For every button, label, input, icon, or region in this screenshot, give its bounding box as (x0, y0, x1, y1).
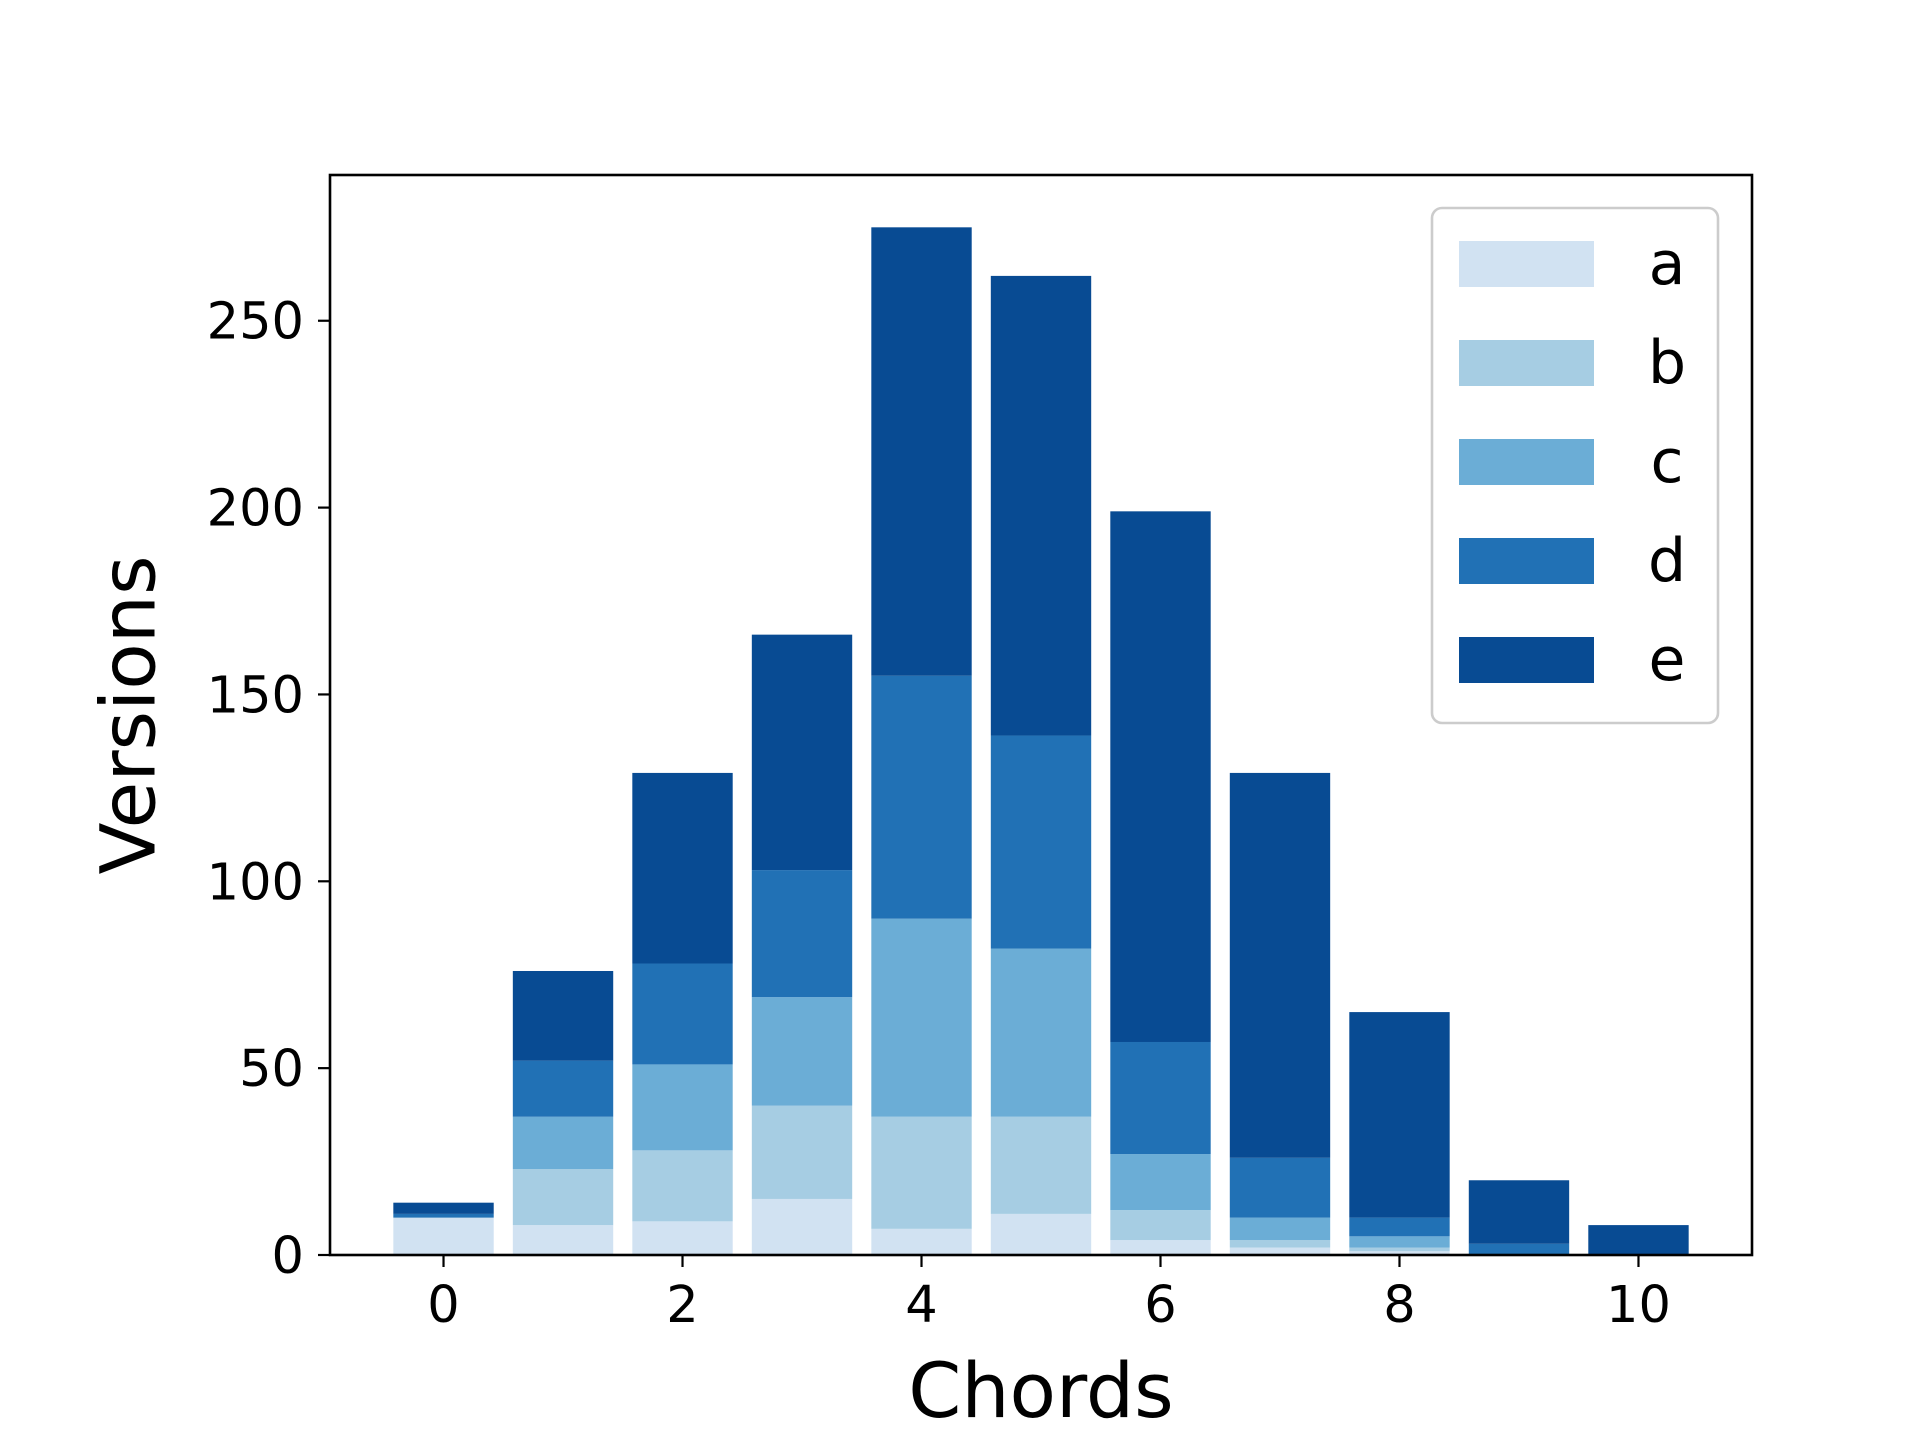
bar-segment-b-x6 (1110, 1210, 1211, 1241)
x-tick-label: 2 (666, 1276, 698, 1335)
bar-segment-b-x5 (990, 1116, 1092, 1214)
legend-label-d: d (1648, 526, 1686, 596)
bar-segment-b-x2 (632, 1150, 733, 1222)
bar-segment-c-x6 (1110, 1154, 1211, 1211)
bar-segment-e-x10 (1588, 1225, 1689, 1255)
legend-swatch-c (1459, 439, 1594, 485)
bar-segment-c-x2 (632, 1064, 733, 1151)
y-axis-title: Versions (84, 555, 173, 874)
legend-swatch-d (1459, 538, 1594, 584)
bar-segment-e-x8 (1349, 1012, 1450, 1218)
bar-segment-e-x6 (1110, 511, 1211, 1042)
bar-segment-b-x1 (512, 1169, 614, 1226)
x-tick-label: 4 (905, 1276, 937, 1335)
legend-label-a: a (1649, 229, 1686, 299)
bar-segment-e-x7 (1229, 772, 1331, 1158)
x-tick-label: 0 (427, 1276, 459, 1335)
bar-segment-a-x5 (990, 1213, 1092, 1255)
x-tick-label: 8 (1383, 1276, 1415, 1335)
bar-segment-c-x8 (1349, 1236, 1450, 1248)
legend-label-b: b (1648, 328, 1686, 398)
bar-segment-d-x2 (632, 963, 733, 1065)
bar-segment-e-x5 (990, 275, 1092, 736)
legend-label-e: e (1649, 625, 1686, 695)
bar-segment-b-x7 (1229, 1240, 1331, 1248)
y-tick-label: 150 (207, 666, 304, 725)
bar-segment-e-x3 (751, 634, 853, 871)
bar-segment-c-x3 (751, 997, 853, 1106)
bar-segment-d-x9 (1468, 1243, 1570, 1255)
bar-segment-e-x2 (632, 772, 733, 964)
axes-layer (328, 173, 1754, 1257)
bar-segment-e-x1 (512, 970, 614, 1061)
bars-layer (393, 227, 1689, 1255)
legend-label-c: c (1651, 427, 1684, 497)
bar-segment-c-x5 (990, 948, 1092, 1117)
bar-segment-a-x0 (393, 1217, 494, 1255)
bar-segment-b-x8 (1349, 1247, 1450, 1252)
bar-segment-e-x0 (393, 1202, 494, 1214)
bar-segment-a-x8 (1349, 1251, 1450, 1255)
bar-segment-d-x8 (1349, 1217, 1450, 1237)
y-tick-label: 250 (207, 293, 304, 352)
bar-segment-b-x3 (751, 1105, 853, 1199)
bar-segment-d-x6 (1110, 1041, 1211, 1155)
legend-swatch-a (1459, 241, 1594, 287)
bar-segment-c-x4 (871, 918, 972, 1117)
bar-segment-d-x0 (393, 1213, 494, 1218)
x-tick-label: 6 (1144, 1276, 1176, 1335)
bar-segment-a-x2 (632, 1221, 733, 1255)
y-tick-label: 200 (207, 480, 304, 539)
bar-segment-b-x4 (871, 1116, 972, 1229)
x-tick-label: 10 (1606, 1276, 1671, 1335)
bar-segment-d-x3 (751, 870, 853, 998)
bar-segment-d-x1 (512, 1060, 614, 1117)
plot-frame (328, 173, 1754, 1257)
bar-segment-d-x4 (871, 675, 972, 919)
bar-segment-c-x7 (1229, 1217, 1331, 1241)
bar-segment-a-x1 (512, 1225, 614, 1255)
bar-segment-e-x4 (871, 227, 972, 676)
y-tick-label: 0 (272, 1227, 304, 1286)
y-tick-label: 50 (239, 1040, 304, 1099)
bar-segment-c-x1 (512, 1116, 614, 1170)
y-tick-label: 100 (207, 853, 304, 912)
legend-swatch-e (1459, 637, 1594, 683)
bar-segment-a-x6 (1110, 1240, 1211, 1255)
x-axis-title: Chords (908, 1346, 1173, 1435)
bar-segment-a-x7 (1229, 1247, 1331, 1255)
bar-segment-e-x9 (1468, 1180, 1570, 1244)
bar-segment-d-x7 (1229, 1157, 1331, 1218)
bar-segment-a-x3 (751, 1198, 853, 1255)
bar-segment-a-x4 (871, 1228, 972, 1255)
legend-swatch-b (1459, 340, 1594, 386)
bar-segment-d-x5 (990, 735, 1092, 949)
